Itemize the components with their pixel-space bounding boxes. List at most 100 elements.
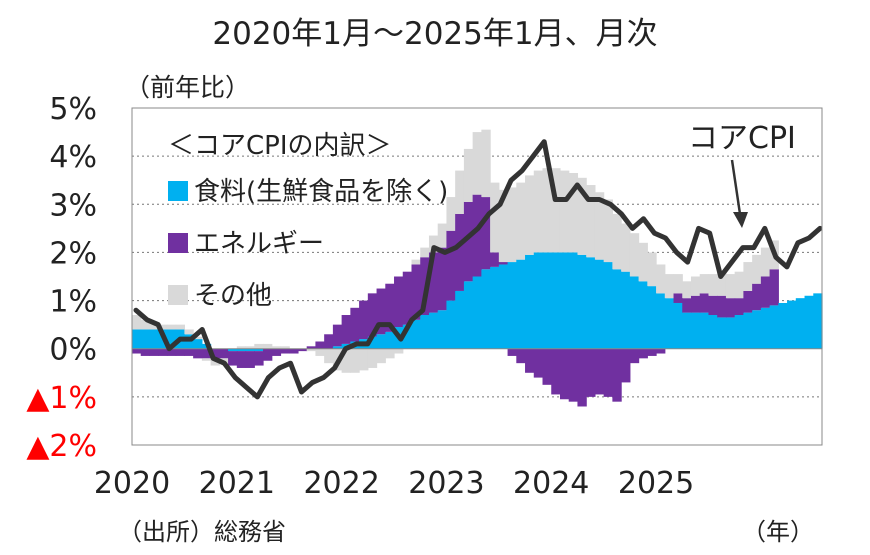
- bar-food: [149, 329, 159, 349]
- bar-other: [175, 324, 186, 330]
- bar-other: [428, 235, 439, 253]
- bar-other: [245, 346, 255, 349]
- bar-other: [263, 343, 273, 349]
- bar-food: [769, 305, 779, 349]
- bar-energy: [437, 247, 448, 311]
- bar-food: [533, 252, 544, 349]
- y-tick-label: 5%: [49, 92, 97, 127]
- bar-food: [254, 348, 264, 352]
- bar-food: [699, 312, 710, 349]
- bar-other: [149, 322, 159, 330]
- bar-other: [210, 358, 220, 366]
- bar-other: [682, 281, 692, 299]
- bar-other: [568, 172, 579, 253]
- y-tick-label: 3%: [49, 188, 97, 223]
- bar-food: [760, 307, 771, 349]
- bar-other: [359, 348, 369, 371]
- bar-other: [472, 132, 482, 195]
- bar-energy: [158, 348, 168, 356]
- bar-food: [166, 329, 177, 349]
- bar-food: [245, 348, 255, 352]
- bar-energy: [411, 264, 421, 320]
- bar-food: [455, 290, 465, 349]
- bar-energy: [280, 348, 290, 354]
- bar-food: [673, 302, 683, 349]
- bar-energy: [647, 348, 657, 356]
- bar-energy: [236, 351, 247, 368]
- x-tick-label: 2020: [94, 466, 170, 501]
- bar-other: [498, 189, 509, 263]
- bar-energy: [481, 197, 491, 270]
- bar-other: [271, 346, 282, 349]
- bar-food: [402, 324, 413, 349]
- legend-label-energy: エネルギー: [194, 229, 324, 259]
- bar-energy: [184, 348, 194, 356]
- bar-other: [533, 170, 544, 253]
- bar-food: [725, 317, 736, 349]
- bar-energy: [559, 348, 570, 400]
- bar-food: [481, 269, 491, 349]
- bar-energy: [341, 315, 351, 344]
- x-tick-label: 2021: [199, 466, 275, 501]
- y-axis-unit-label: （前年比）: [125, 73, 251, 102]
- bar-energy: [533, 348, 544, 378]
- bar-other: [463, 148, 474, 202]
- bar-other: [647, 252, 657, 287]
- bar-other: [551, 168, 561, 253]
- bar-energy: [193, 348, 203, 359]
- bar-other: [394, 348, 404, 354]
- bar-other: [411, 259, 421, 265]
- bar-other: [315, 348, 325, 356]
- bar-other: [254, 343, 264, 349]
- bar-other: [612, 213, 622, 270]
- x-tick-label: 2024: [513, 466, 589, 501]
- bar-energy: [297, 348, 308, 352]
- bar-energy: [367, 293, 378, 337]
- bar-energy: [577, 348, 587, 407]
- bar-other: [673, 274, 683, 294]
- bar-food: [420, 315, 430, 349]
- y-tick-label: 1%: [49, 285, 97, 320]
- bar-energy: [656, 348, 666, 354]
- bar-energy: [725, 298, 736, 318]
- x-tick-label: 2023: [408, 466, 484, 501]
- bar-food: [132, 329, 142, 349]
- bar-energy: [254, 351, 264, 366]
- bar-food: [446, 300, 456, 349]
- bar-food: [778, 302, 788, 349]
- bar-food: [638, 281, 648, 349]
- bar-other: [420, 247, 430, 258]
- bar-other: [559, 170, 570, 253]
- bar-other: [621, 223, 631, 272]
- bar-food: [472, 276, 482, 349]
- bar-other: [376, 348, 386, 364]
- bar-food: [507, 262, 517, 349]
- bar-other: [656, 264, 666, 294]
- bar-food: [498, 264, 509, 349]
- plot-frame: [131, 107, 823, 446]
- bar-food: [367, 336, 378, 349]
- bar-food: [525, 254, 535, 349]
- bar-energy: [769, 269, 779, 306]
- bar-energy: [699, 293, 710, 313]
- bar-energy: [245, 351, 255, 368]
- bar-other: [629, 233, 640, 277]
- bar-food: [463, 281, 474, 349]
- bar-food: [647, 286, 657, 349]
- bar-energy: [402, 271, 413, 325]
- bar-food: [594, 259, 605, 349]
- bar-food: [717, 317, 727, 349]
- annotation-arrow-head: [733, 212, 748, 228]
- bar-food: [140, 329, 151, 349]
- chart-title: 2020年1月～2025年1月、月次: [212, 16, 658, 52]
- bar-energy: [682, 298, 692, 313]
- bar-food: [656, 293, 666, 349]
- bar-energy: [385, 283, 395, 332]
- bar-energy: [306, 346, 317, 349]
- bar-other: [166, 324, 177, 330]
- bar-food: [682, 312, 692, 349]
- bar-food: [612, 269, 622, 349]
- bar-food: [428, 312, 439, 349]
- bar-energy: [289, 348, 299, 354]
